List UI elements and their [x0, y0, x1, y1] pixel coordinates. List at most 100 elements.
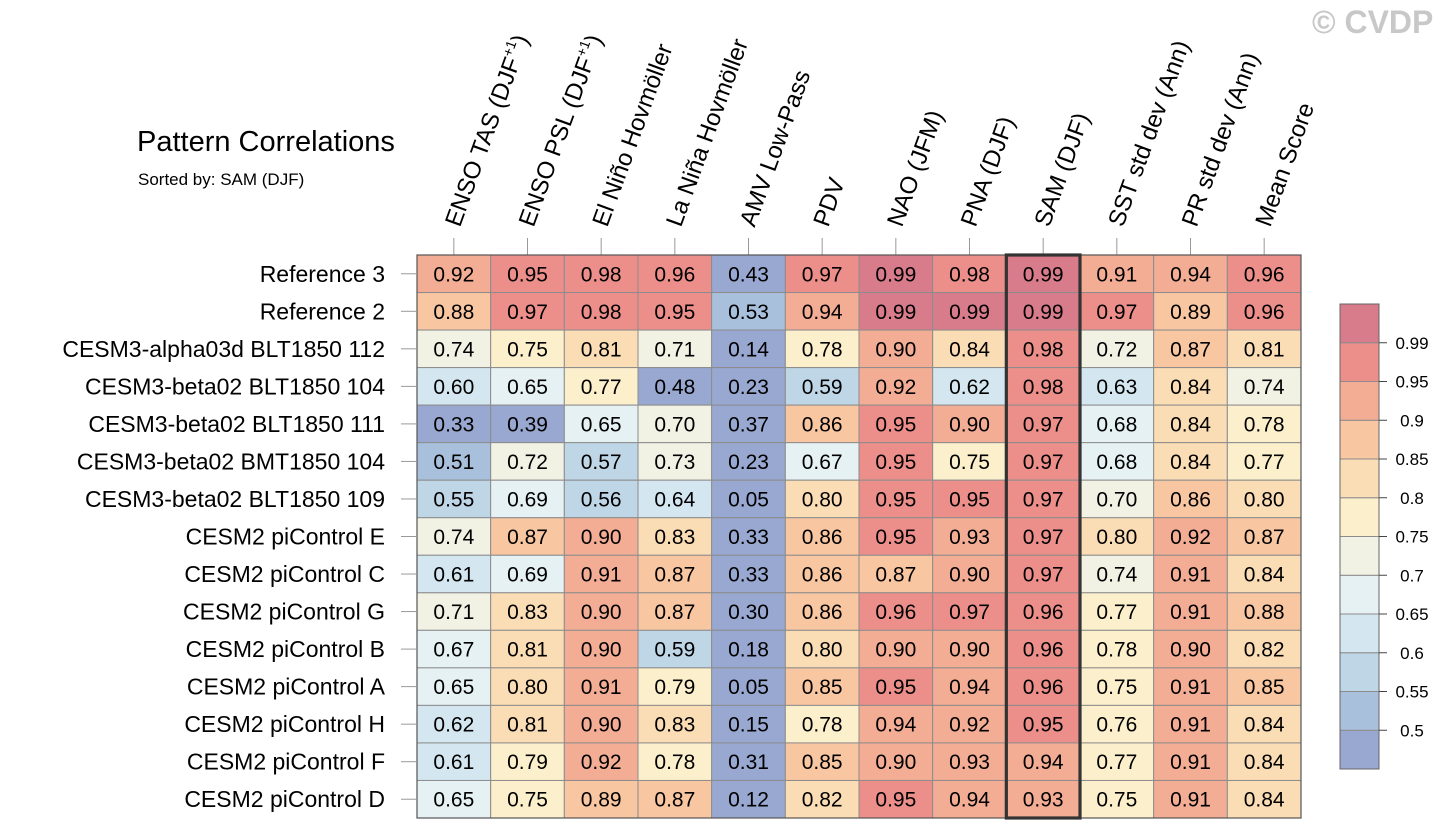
- heatmap-cell: [784, 292, 860, 331]
- cell-value-label: 0.70: [1096, 488, 1137, 511]
- heatmap-cell: [1226, 442, 1302, 481]
- cell-value-label: 0.76: [1096, 714, 1137, 737]
- heatmap-cell: [711, 442, 786, 481]
- cell-value-label: 0.86: [1170, 488, 1211, 511]
- heatmap-cell: [1153, 254, 1228, 294]
- heatmap-cell: [563, 254, 639, 294]
- cell-value-label: 0.97: [1023, 413, 1064, 436]
- heatmap-cell: [1079, 704, 1155, 744]
- cell-value-label: 0.95: [875, 789, 916, 812]
- cell-value-label: 0.62: [433, 714, 474, 737]
- column-header-nao-jfm: NAO (JFM): [882, 107, 949, 230]
- row-label: CESM2 piControl E: [186, 524, 385, 550]
- heatmap-cell: [784, 517, 860, 556]
- cell-value-label: 0.83: [654, 526, 695, 549]
- heatmap-cell: [858, 779, 934, 819]
- heatmap-cell: [563, 554, 639, 594]
- cell-value-label: 0.90: [875, 338, 916, 361]
- cell-value-label: 0.96: [1023, 676, 1064, 699]
- column-header-pna-djf: PNA (DJF): [956, 113, 1021, 230]
- cell-value-label: 0.95: [875, 676, 916, 699]
- cell-value-label: 0.37: [728, 413, 769, 436]
- column-header-la-ni-a-hovm-ller: La Niña Hovmöller: [661, 35, 754, 230]
- heatmap-cell: [1079, 329, 1155, 369]
- cell-value-label: 0.63: [1096, 376, 1137, 399]
- heatmap-cell: [563, 292, 639, 331]
- cell-value-label: 0.81: [507, 639, 548, 662]
- heatmap-cell: [416, 592, 492, 631]
- cell-value-label: 0.83: [654, 714, 695, 737]
- heatmap-cell: [490, 667, 565, 706]
- heatmap-cell: [1079, 367, 1155, 406]
- cell-value-label: 0.85: [802, 676, 843, 699]
- heatmap-cell: [416, 367, 492, 406]
- heatmap-cell: [1226, 667, 1302, 706]
- heatmap-cell: [1079, 667, 1155, 706]
- heatmap-cell: [563, 517, 639, 556]
- heatmap-cell: [932, 742, 1007, 781]
- cell-value-label: 0.97: [1023, 451, 1064, 474]
- heatmap-cell: [858, 404, 934, 444]
- cell-value-label: 0.91: [1170, 714, 1211, 737]
- cell-value-label: 0.67: [433, 639, 474, 662]
- cell-value-label: 0.84: [1244, 564, 1285, 587]
- cell-value-label: 0.82: [1244, 639, 1285, 662]
- heatmap-cell: [490, 404, 565, 444]
- heatmap-cell: [784, 742, 860, 781]
- cell-value-label: 0.87: [654, 564, 695, 587]
- heatmap-cell: [490, 292, 565, 331]
- colorbar-swatch: [1339, 574, 1380, 615]
- cell-value-label: 0.79: [654, 676, 695, 699]
- cell-value-label: 0.95: [949, 488, 990, 511]
- row-label: CESM2 piControl H: [184, 711, 385, 737]
- heatmap-cell: [711, 404, 786, 444]
- cell-value-label: 0.78: [1244, 413, 1285, 436]
- cell-value-label: 0.14: [728, 338, 769, 361]
- heatmap-cell: [563, 367, 639, 406]
- cell-value-label: 0.33: [728, 526, 769, 549]
- cell-value-label: 0.81: [1244, 338, 1285, 361]
- colorbar-tick-label: 0.85: [1395, 450, 1428, 469]
- cell-value-label: 0.85: [1244, 676, 1285, 699]
- cell-value-label: 0.91: [1096, 263, 1137, 286]
- row-label: CESM2 piControl D: [184, 786, 385, 812]
- cell-value-label: 0.94: [949, 676, 990, 699]
- cell-value-label: 0.78: [654, 751, 695, 774]
- colorbar-tick-label: 0.8: [1400, 489, 1424, 508]
- cell-value-label: 0.96: [654, 263, 695, 286]
- watermark: © CVDP: [1312, 4, 1434, 40]
- heatmap-cell: [1005, 442, 1081, 481]
- heatmap-cell: [858, 329, 934, 369]
- heatmap-cell: [637, 404, 713, 444]
- cell-value-label: 0.89: [1170, 301, 1211, 324]
- colorbar-swatch: [1339, 652, 1380, 692]
- heatmap-cell: [932, 592, 1007, 631]
- cell-value-label: 0.92: [949, 714, 990, 737]
- cell-value-label: 0.92: [581, 751, 622, 774]
- heatmap-cell: [1226, 404, 1302, 444]
- cell-value-label: 0.84: [1244, 789, 1285, 812]
- sorted-column-highlight: [1004, 253, 1082, 820]
- cell-value-label: 0.31: [728, 751, 769, 774]
- cell-value-label: 0.12: [728, 789, 769, 812]
- cell-value-label: 0.95: [654, 301, 695, 324]
- cell-value-label: 0.98: [949, 263, 990, 286]
- cell-value-label: 0.56: [581, 488, 622, 511]
- heatmap-cell: [784, 367, 860, 406]
- cell-value-label: 0.69: [507, 564, 548, 587]
- heatmap-cell: [1079, 292, 1155, 331]
- cell-value-label: 0.75: [507, 789, 548, 812]
- heatmap-cell: [637, 667, 713, 706]
- row-labels: Reference 3 Reference 2 CESM3-alpha03d BLT…: [62, 261, 417, 812]
- heatmap-cell: [784, 667, 860, 706]
- heatmap-cell: [416, 704, 492, 744]
- cell-value-label: 0.93: [1023, 789, 1064, 812]
- cell-value-label: 0.87: [654, 789, 695, 812]
- heatmap-cell: [1153, 742, 1228, 781]
- cell-value-label: 0.94: [949, 789, 990, 812]
- cell-value-label: 0.94: [1023, 751, 1064, 774]
- heatmap-cell: [1079, 254, 1155, 294]
- cell-value-label: 0.61: [433, 751, 474, 774]
- cell-value-label: 0.90: [949, 413, 990, 436]
- row-label: Reference 2: [260, 298, 385, 324]
